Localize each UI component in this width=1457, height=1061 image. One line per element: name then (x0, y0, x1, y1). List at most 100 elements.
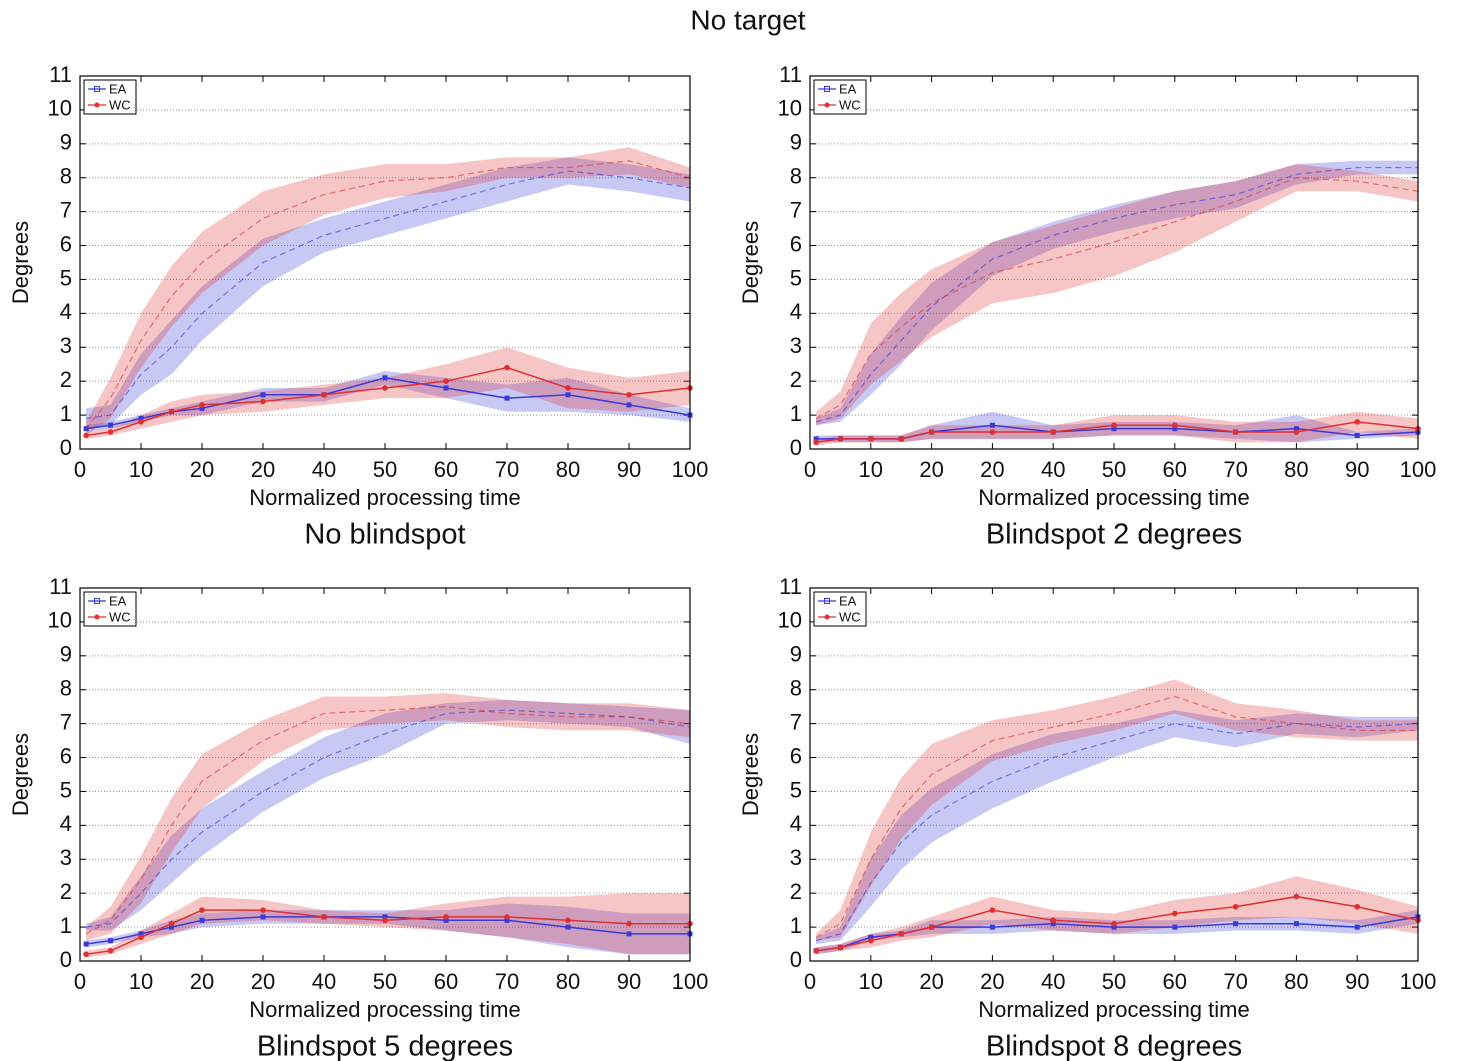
x-axis-label: Normalized processing time (249, 485, 520, 510)
error-band (86, 693, 691, 941)
error-band (816, 164, 1418, 426)
y-tick-label: 9 (790, 642, 802, 667)
plot-frame (79, 587, 691, 962)
marker (382, 375, 388, 381)
x-tick-label: 20 (190, 457, 214, 482)
x-tick-label: 100 (672, 457, 709, 482)
y-tick-label: 8 (60, 676, 72, 701)
marker (138, 934, 144, 941)
y-tick-label: 9 (60, 642, 72, 667)
x-tick-label: 90 (1345, 457, 1369, 482)
x-tick-label: 0 (804, 969, 816, 994)
marker (108, 938, 113, 944)
marker (989, 422, 995, 428)
legend-box (83, 591, 137, 627)
y-tick-label: 4 (60, 299, 72, 324)
error-band (86, 157, 691, 429)
marker (138, 931, 144, 937)
marker (565, 924, 571, 930)
y-tick-label: 10 (778, 608, 802, 633)
legend-marker (94, 102, 100, 108)
legend-label: EA (109, 81, 127, 96)
x-tick-label: 40 (1041, 457, 1065, 482)
marker (1111, 426, 1117, 432)
x-tick-label: 20 (190, 969, 214, 994)
marker (443, 378, 449, 384)
y-tick-label: 1 (790, 401, 802, 426)
x-tick-label: 90 (1345, 969, 1369, 994)
y-tick-label: 0 (60, 947, 72, 972)
x-tick-label: 50 (1102, 969, 1126, 994)
y-tick-label: 11 (49, 574, 72, 599)
y-axis-label: Degrees (738, 221, 763, 304)
marker (83, 951, 89, 958)
x-tick-label: 20 (919, 969, 943, 994)
y-tick-label: 2 (790, 879, 802, 904)
y-tick-label: 1 (60, 401, 72, 426)
mean-line (85, 706, 691, 935)
y-tick-label: 5 (790, 265, 802, 290)
marker (626, 391, 632, 398)
marker (868, 436, 874, 442)
legend-marker (94, 598, 100, 604)
marker (321, 391, 327, 398)
marker (928, 924, 935, 930)
x-tick-label: 10 (859, 969, 883, 994)
y-tick-label: 0 (790, 947, 802, 972)
x-tick-label: 10 (129, 969, 153, 994)
subplot-title: Blindspot 2 degrees (986, 519, 1242, 551)
y-tick-label: 11 (779, 62, 802, 87)
marker (989, 924, 995, 930)
x-tick-label: 60 (434, 457, 458, 482)
marker (1293, 893, 1300, 900)
plot-frame (809, 75, 1419, 450)
x-tick-label: 20 (251, 457, 275, 482)
subplot-title: Blindspot 8 degrees (986, 1031, 1242, 1061)
mean-line (85, 160, 691, 430)
marker (626, 402, 632, 408)
x-tick-label: 0 (804, 457, 816, 482)
x-tick-label: 60 (434, 969, 458, 994)
error-band (816, 876, 1418, 955)
legend-label: WC (109, 609, 131, 624)
marker (565, 392, 571, 398)
y-tick-label: 6 (790, 743, 802, 768)
legend-label: EA (839, 593, 857, 608)
x-tick-label: 0 (74, 969, 86, 994)
y-tick-label: 3 (790, 333, 802, 358)
error-band (86, 371, 691, 433)
marker (1050, 429, 1056, 435)
marker (107, 948, 114, 954)
marker (260, 392, 266, 398)
error-band (86, 147, 691, 436)
figure-title: No target (690, 4, 805, 35)
legend-label: WC (839, 97, 861, 112)
marker (83, 432, 89, 439)
mean-line (815, 723, 1419, 942)
x-tick-label: 40 (312, 969, 336, 994)
subplot-title: No blindspot (304, 519, 465, 551)
x-tick-label: 90 (617, 969, 641, 994)
y-tick-label: 4 (60, 811, 72, 836)
legend-marker (824, 102, 830, 108)
marker (1293, 429, 1300, 435)
error-band (86, 347, 691, 439)
y-tick-label: 7 (60, 197, 72, 222)
marker (260, 398, 266, 405)
marker (1111, 422, 1117, 429)
y-tick-label: 11 (779, 574, 802, 599)
marker (260, 907, 266, 913)
y-tick-label: 7 (790, 197, 802, 222)
subplot-title: Blindspot 5 degrees (257, 1031, 513, 1061)
y-tick-label: 0 (790, 435, 802, 460)
marker (837, 944, 844, 951)
y-tick-label: 2 (60, 879, 72, 904)
plot-frame (79, 75, 691, 450)
marker (168, 408, 175, 415)
subplot: 0 1 2 3 4 5 6 7 8 9 10 11 0 10 20 20 40 50 60 70 80 90 100 Norm… (8, 62, 709, 551)
y-axis-label: Degrees (8, 221, 33, 304)
marker (199, 402, 205, 408)
y-tick-label: 8 (790, 164, 802, 189)
x-tick-label: 20 (251, 969, 275, 994)
